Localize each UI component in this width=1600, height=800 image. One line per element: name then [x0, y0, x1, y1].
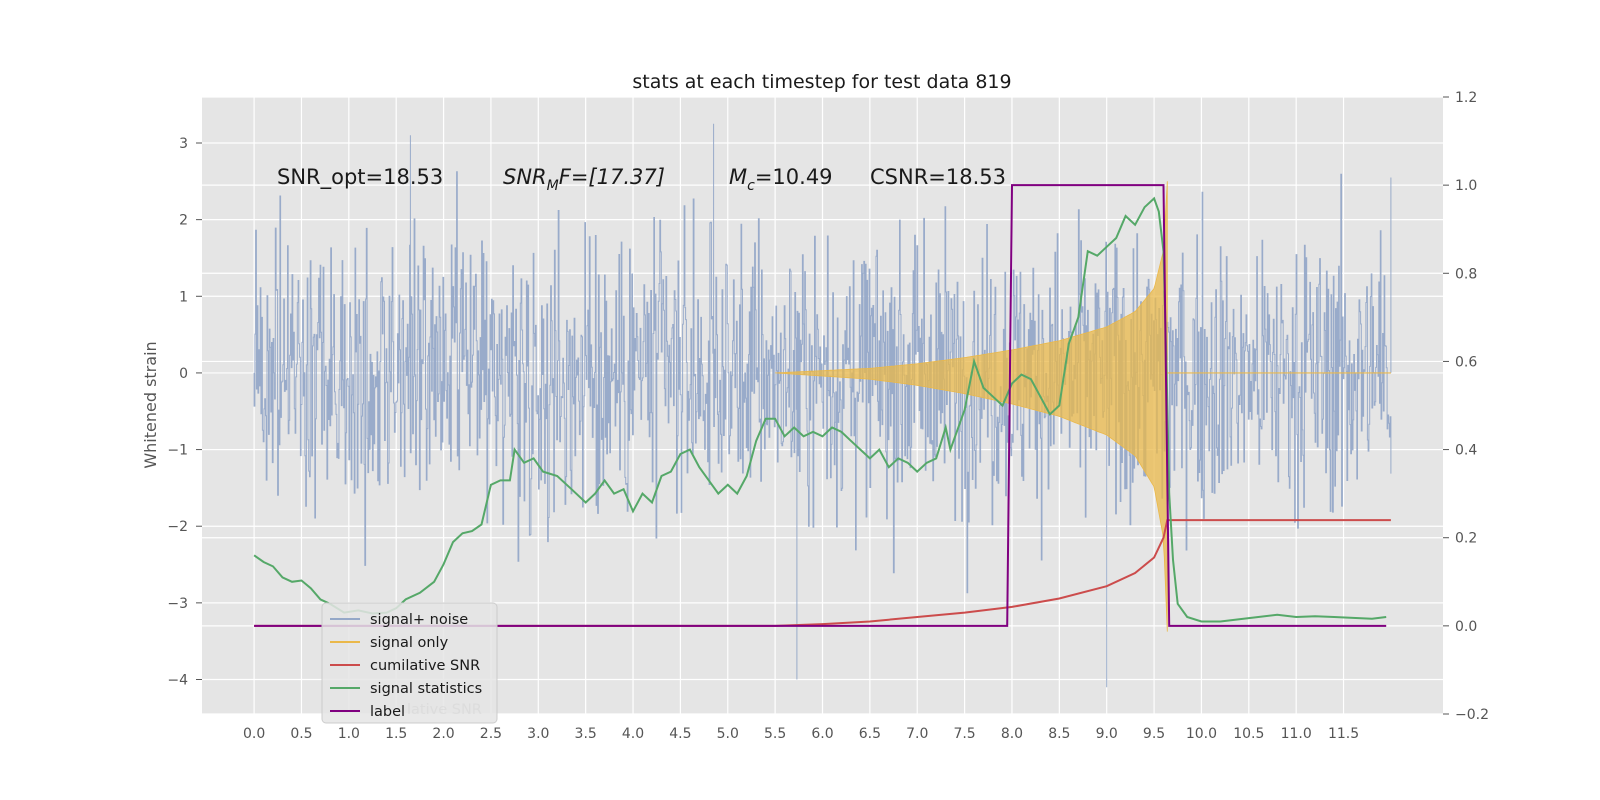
- legend-ghost-text: lative SNR: [407, 702, 482, 718]
- x-tick-label: 8.5: [1048, 726, 1070, 742]
- signal-noise-line: [253, 123, 1392, 688]
- legend-label: label: [370, 704, 405, 720]
- legend-label: cumilative SNR: [370, 658, 480, 674]
- y2-tick-label: 0.4: [1455, 443, 1477, 459]
- cumilative-snr-line: [254, 519, 1391, 627]
- y-tick-label: −1: [167, 443, 188, 459]
- x-tick-label: 8.0: [1001, 726, 1023, 742]
- signal-noise-series: [253, 123, 1392, 688]
- x-tick-label: 5.5: [764, 726, 786, 742]
- y-tick-label: −4: [167, 673, 188, 689]
- y2-tick-label: 1.2: [1455, 90, 1477, 106]
- legend-label: signal statistics: [370, 681, 482, 697]
- legend-items: signal+ noise signal only cumilative SNR si…: [330, 612, 482, 720]
- x-tick-label: 11.5: [1328, 726, 1359, 742]
- annotation-snr-opt: SNR_opt=18.53: [277, 165, 443, 190]
- right-axis-series: [253, 184, 1391, 627]
- y-tick-label: −2: [167, 519, 188, 535]
- x-tick-label: 4.5: [669, 726, 691, 742]
- y-tick-label: −3: [167, 596, 188, 612]
- annotation-snr-mf-rest: F=[17.37]: [559, 165, 665, 189]
- x-tick-label: 1.5: [385, 726, 407, 742]
- x-tick-label: 2.5: [480, 726, 502, 742]
- signal-statistics-line: [253, 196, 1387, 623]
- y2-tick-label: 1.0: [1455, 178, 1477, 194]
- annotation-snr-mf-main: SNR: [503, 165, 547, 189]
- x-tick-label: 9.0: [1096, 726, 1118, 742]
- y-axis-label: Whitened strain: [141, 341, 160, 468]
- y2-tick-label: −0.2: [1455, 707, 1489, 723]
- x-tick-label: 7.0: [906, 726, 928, 742]
- x-tick-label: 10.0: [1186, 726, 1217, 742]
- x-tick-label: 11.0: [1281, 726, 1312, 742]
- x-tick-label: 1.0: [338, 726, 360, 742]
- x-tick-label: 5.0: [717, 726, 739, 742]
- y2-axis-ticks: 1.2 1.0 0.8 0.6 0.4 0.2 0.0 −0.2: [1443, 90, 1489, 723]
- legend: lative SNR signal+ noise signal only cumil…: [321, 602, 498, 724]
- x-tick-label: 7.5: [953, 726, 975, 742]
- annotation-mc-rest: =10.49: [755, 165, 833, 189]
- annotation-mc-main: M: [729, 165, 747, 189]
- y2-tick-label: 0.8: [1455, 266, 1477, 282]
- legend-frame: [321, 602, 498, 724]
- y-tick-label: 2: [179, 213, 188, 229]
- y-axis-ticks: 3 2 1 0 −1 −2 −3 −4: [167, 136, 202, 689]
- y-tick-label: 0: [179, 366, 188, 382]
- annotation-mc-sub: c: [747, 178, 755, 194]
- y2-tick-label: 0.2: [1455, 531, 1477, 547]
- x-tick-label: 3.5: [575, 726, 597, 742]
- x-tick-label: 0.0: [243, 726, 265, 742]
- x-tick-label: 2.0: [432, 726, 454, 742]
- annotation-snr-mf: SNRMF=[17.37]: [503, 165, 665, 194]
- x-tick-label: 3.0: [527, 726, 549, 742]
- y-tick-label: 3: [179, 136, 188, 152]
- x-tick-label: 0.5: [290, 726, 312, 742]
- label-line: [254, 184, 1387, 627]
- x-axis-ticks: 0.0 0.5 1.0 1.5 2.0 2.5 3.0 3.5 4.0 4.5 5.0 5.5 6.0 6…: [243, 726, 1359, 742]
- annotation-csnr: CSNR=18.53: [870, 165, 1006, 189]
- x-tick-label: 9.5: [1143, 726, 1165, 742]
- annotation-snr-mf-sub: M: [547, 178, 559, 194]
- annotation-mc: Mc=10.49: [729, 165, 833, 194]
- x-tick-label: 10.5: [1233, 726, 1264, 742]
- legend-label: signal only: [370, 635, 449, 651]
- y2-tick-label: 0.6: [1455, 354, 1477, 370]
- y-tick-label: 1: [179, 289, 188, 305]
- legend-label: signal+ noise: [370, 612, 468, 628]
- y2-tick-label: 0.0: [1455, 619, 1477, 635]
- chart-title: stats at each timestep for test data 819: [632, 71, 1011, 93]
- x-tick-label: 6.5: [859, 726, 881, 742]
- x-tick-label: 6.0: [811, 726, 833, 742]
- x-tick-label: 4.0: [622, 726, 644, 742]
